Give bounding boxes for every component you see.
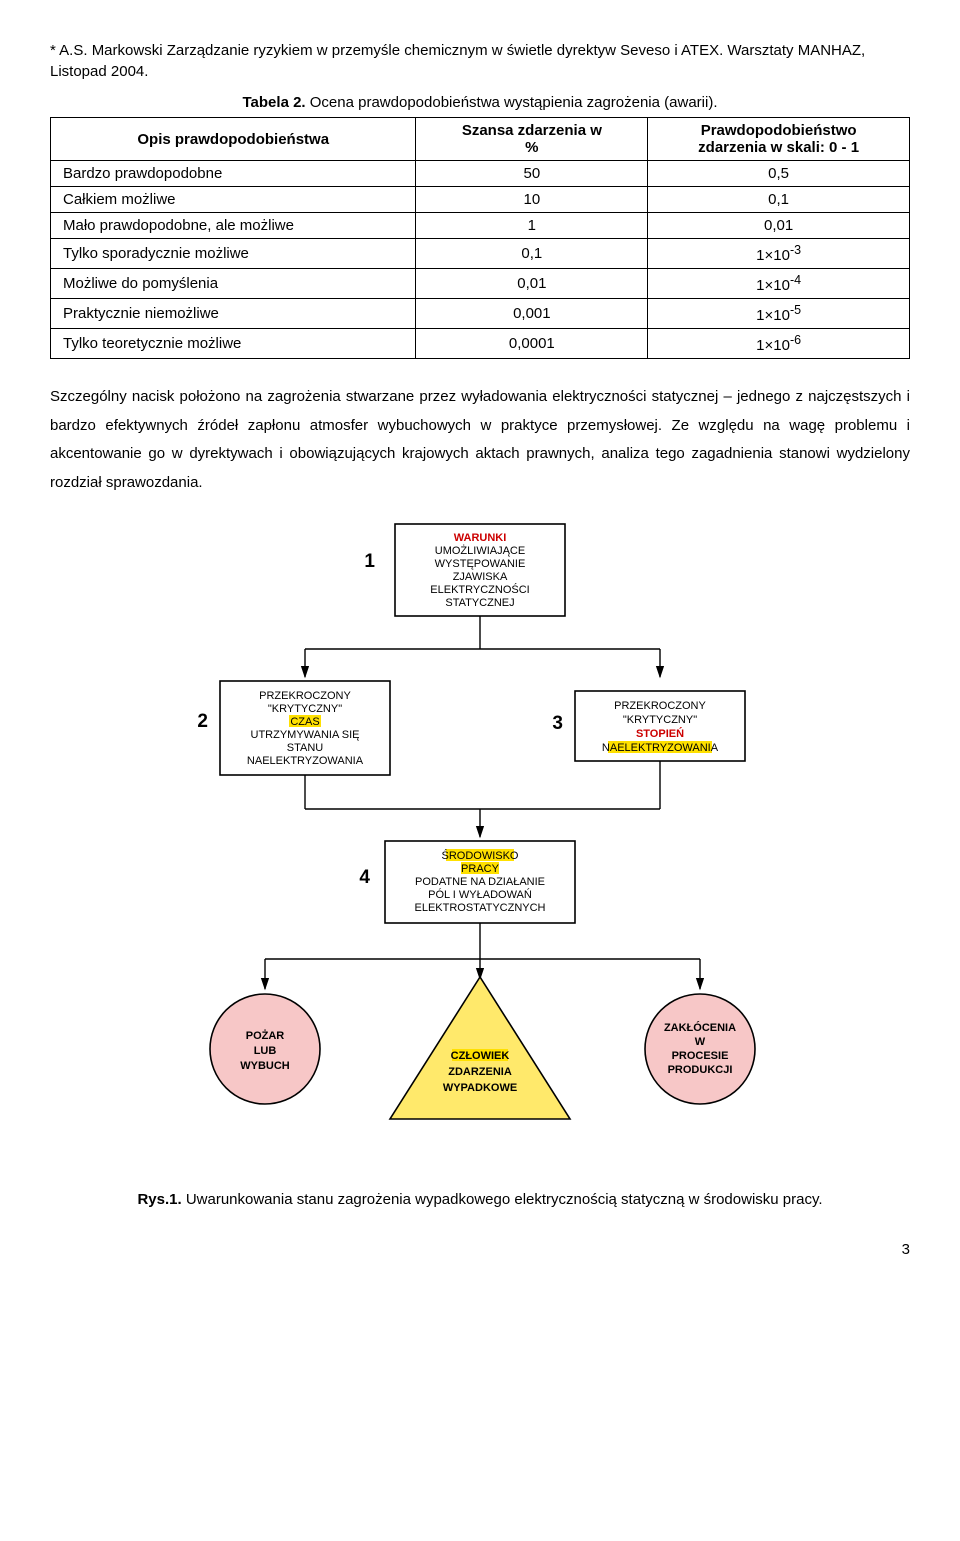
svg-text:1: 1 <box>364 551 375 572</box>
svg-text:ELEKTROSTATYCZNYCH: ELEKTROSTATYCZNYCH <box>415 902 546 914</box>
svg-text:ZDARZENIA: ZDARZENIA <box>448 1066 512 1078</box>
th-desc: Opis prawdopodobieństwa <box>51 118 416 161</box>
svg-text:PODATNE NA DZIAŁANIE: PODATNE NA DZIAŁANIE <box>415 876 545 888</box>
cell-prob: 1×10-4 <box>648 269 910 299</box>
cell-desc: Bardzo prawdopodobne <box>51 161 416 187</box>
cell-percent: 0,0001 <box>416 329 648 359</box>
table-row: Całkiem możliwe100,1 <box>51 187 910 213</box>
main-paragraph: Szczególny nacisk położono na zagrożenia… <box>50 383 910 497</box>
cell-percent: 0,001 <box>416 299 648 329</box>
svg-text:PROCESIE: PROCESIE <box>672 1050 729 1062</box>
cell-prob: 0,01 <box>648 213 910 239</box>
svg-text:PRACY: PRACY <box>461 863 500 875</box>
cell-desc: Całkiem możliwe <box>51 187 416 213</box>
cell-percent: 50 <box>416 161 648 187</box>
cell-prob: 1×10-5 <box>648 299 910 329</box>
header-note: * A.S. Markowski Zarządzanie ryzykiem w … <box>50 40 910 82</box>
table-row: Tylko sporadycznie możliwe0,11×10-3 <box>51 239 910 269</box>
svg-text:STOPIEŃ: STOPIEŃ <box>636 727 684 740</box>
cell-prob: 0,5 <box>648 161 910 187</box>
cell-percent: 1 <box>416 213 648 239</box>
page-number: 3 <box>50 1241 910 1258</box>
figure-caption: Rys.1. Uwarunkowania stanu zagrożenia wy… <box>50 1189 910 1211</box>
svg-text:WYPADKOWE: WYPADKOWE <box>443 1082 517 1094</box>
table-row: Bardzo prawdopodobne500,5 <box>51 161 910 187</box>
svg-text:PRODUKCJI: PRODUKCJI <box>668 1064 733 1076</box>
figure-caption-bold: Rys.1. <box>137 1191 181 1208</box>
cell-prob: 1×10-3 <box>648 239 910 269</box>
cell-percent: 0,01 <box>416 269 648 299</box>
svg-text:UTRZYMYWANIA SIĘ: UTRZYMYWANIA SIĘ <box>251 729 360 741</box>
svg-text:ŚRODOWISKO: ŚRODOWISKO <box>441 849 518 862</box>
svg-text:"KRYTYCZNY": "KRYTYCZNY" <box>623 714 697 726</box>
svg-text:STATYCZNEJ: STATYCZNEJ <box>445 597 514 609</box>
table-row: Mało prawdopodobne, ale możliwe10,01 <box>51 213 910 239</box>
svg-text:LUB: LUB <box>254 1045 277 1057</box>
th-chance: Szansa zdarzenia w % <box>416 118 648 161</box>
th-prob-l2: zdarzenia w skali: 0 - 1 <box>698 139 859 156</box>
svg-text:PÓL I WYŁADOWAŃ: PÓL I WYŁADOWAŃ <box>428 888 532 901</box>
table-row: Praktycznie niemożliwe0,0011×10-5 <box>51 299 910 329</box>
svg-text:WYBUCH: WYBUCH <box>240 1060 290 1072</box>
table-caption: Tabela 2. Ocena prawdopodobieństwa wystą… <box>50 94 910 111</box>
svg-text:CZAS: CZAS <box>290 716 319 728</box>
table-row: Możliwe do pomyślenia0,011×10-4 <box>51 269 910 299</box>
svg-text:"KRYTYCZNY": "KRYTYCZNY" <box>268 703 342 715</box>
svg-text:ELEKTRYCZNOŚCI: ELEKTRYCZNOŚCI <box>430 583 529 596</box>
svg-text:WARUNKI: WARUNKI <box>454 532 507 544</box>
cell-desc: Praktycznie niemożliwe <box>51 299 416 329</box>
cell-prob: 0,1 <box>648 187 910 213</box>
svg-text:UMOŻLIWIAJĄCE: UMOŻLIWIAJĄCE <box>435 544 525 557</box>
svg-text:ZAKŁÓCENIA: ZAKŁÓCENIA <box>664 1021 736 1034</box>
svg-text:NAELEKTRYZOWANIA: NAELEKTRYZOWANIA <box>602 742 719 754</box>
th-chance-l1: Szansa zdarzenia w <box>462 122 602 139</box>
svg-text:W: W <box>695 1036 706 1048</box>
th-prob: Prawdopodobieństwo zdarzenia w skali: 0 … <box>648 118 910 161</box>
cell-percent: 0,1 <box>416 239 648 269</box>
svg-text:NAELEKTRYZOWANIA: NAELEKTRYZOWANIA <box>247 755 364 767</box>
table-caption-rest: Ocena prawdopodobieństwa wystąpienia zag… <box>306 94 718 111</box>
svg-text:PRZEKROCZONY: PRZEKROCZONY <box>259 690 351 702</box>
th-chance-l2: % <box>525 139 538 156</box>
figure-caption-rest: Uwarunkowania stanu zagrożenia wypadkowe… <box>182 1191 823 1208</box>
table-caption-bold: Tabela 2. <box>243 94 306 111</box>
svg-text:STANU: STANU <box>287 742 324 754</box>
flow-diagram: 1 WARUNKIUMOŻLIWIAJĄCEWYSTĘPOWANIEZJAWIS… <box>170 519 790 1163</box>
svg-text:4: 4 <box>359 867 370 888</box>
svg-text:3: 3 <box>552 713 563 734</box>
table-row: Tylko teoretycznie możliwe0,00011×10-6 <box>51 329 910 359</box>
svg-text:2: 2 <box>197 711 208 732</box>
cell-prob: 1×10-6 <box>648 329 910 359</box>
svg-text:CZŁOWIEK: CZŁOWIEK <box>451 1050 510 1062</box>
cell-desc: Mało prawdopodobne, ale możliwe <box>51 213 416 239</box>
table-header-row: Opis prawdopodobieństwa Szansa zdarzenia… <box>51 118 910 161</box>
svg-text:PRZEKROCZONY: PRZEKROCZONY <box>614 700 706 712</box>
th-prob-l1: Prawdopodobieństwo <box>701 122 857 139</box>
cell-desc: Tylko sporadycznie możliwe <box>51 239 416 269</box>
cell-percent: 10 <box>416 187 648 213</box>
probability-table: Opis prawdopodobieństwa Szansa zdarzenia… <box>50 117 910 359</box>
cell-desc: Możliwe do pomyślenia <box>51 269 416 299</box>
cell-desc: Tylko teoretycznie możliwe <box>51 329 416 359</box>
svg-text:WYSTĘPOWANIE: WYSTĘPOWANIE <box>435 558 526 570</box>
svg-text:ZJAWISKA: ZJAWISKA <box>453 571 508 583</box>
svg-text:POŻAR: POŻAR <box>246 1029 285 1042</box>
